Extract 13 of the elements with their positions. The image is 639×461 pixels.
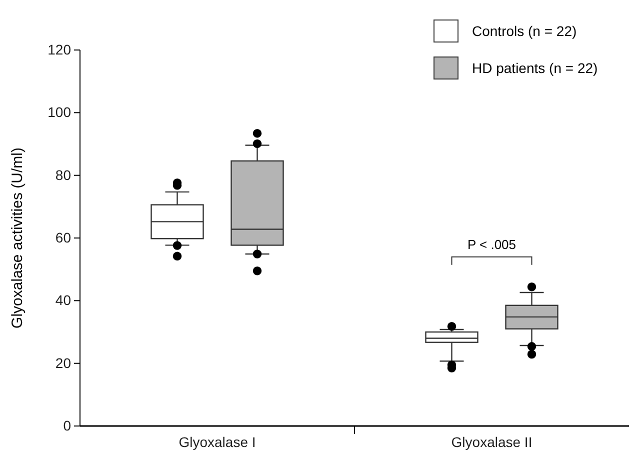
y-tick-label: 20 [55, 354, 72, 371]
x-tick-label: Glyoxalase II [451, 434, 532, 450]
y-tick-label: 60 [55, 229, 72, 246]
legend-label: HD patients (n = 22) [472, 60, 598, 76]
y-tick-label: 80 [55, 166, 72, 183]
y-tick-label: 0 [63, 417, 72, 434]
y-tick-label: 120 [48, 41, 72, 58]
annotation: P < .005 [467, 236, 516, 252]
legend-label: Controls (n = 22) [472, 23, 577, 39]
y-tick-label: 40 [55, 292, 72, 308]
y-tick-label: 100 [48, 104, 72, 120]
y-axis-title: Glyoxalase activities (U/ml) [9, 148, 26, 328]
x-tick-label: Glyoxalase I [178, 434, 256, 450]
